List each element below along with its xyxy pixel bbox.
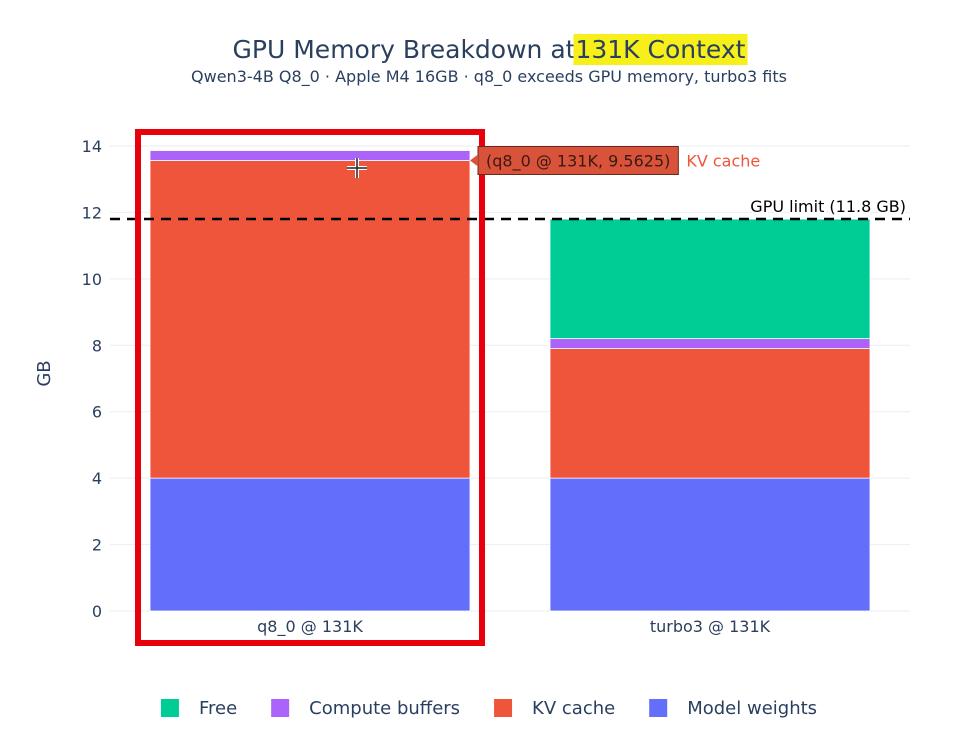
y-tick-label: 12 <box>82 203 102 222</box>
legend-label: Model weights <box>687 698 817 719</box>
tooltip-series-label: KV cache <box>686 151 760 170</box>
y-tick-label: 10 <box>82 270 102 289</box>
bar-kv-cache[interactable] <box>149 160 471 479</box>
title-highlight-marker <box>573 34 748 65</box>
bar-compute-buffers[interactable] <box>149 150 471 161</box>
legend-swatch[interactable] <box>271 699 290 717</box>
crosshair-cursor-icon-stroke <box>347 158 367 178</box>
y-tick-label: 0 <box>92 602 102 621</box>
chart-title-highlight: 131K Context <box>575 35 745 64</box>
y-tick-label: 14 <box>82 137 102 156</box>
legend-swatch[interactable] <box>160 699 179 717</box>
y-tick-label: 8 <box>92 336 102 355</box>
x-tick-label: q8_0 @ 131K <box>257 617 363 637</box>
y-axis-label: GB <box>34 360 55 386</box>
bar-model-weights[interactable] <box>549 477 871 612</box>
chart-subtitle: Qwen3-4B Q8_0 · Apple M4 16GB · q8_0 exc… <box>191 67 787 87</box>
gpu-limit-label: GPU limit (11.8 GB) <box>750 197 906 216</box>
x-tick-label: turbo3 @ 131K <box>650 617 771 636</box>
tooltip-text: (q8_0 @ 131K, 9.5625) <box>486 151 670 171</box>
legend-swatch[interactable] <box>494 699 513 717</box>
y-tick-label: 4 <box>92 469 102 488</box>
tooltip-box <box>477 145 679 175</box>
highlight-box <box>135 129 485 646</box>
bar-compute-buffers[interactable] <box>549 338 871 349</box>
chart-title: GPU Memory Breakdown at <box>233 35 576 64</box>
legend-label: KV cache <box>532 698 615 719</box>
legend-swatch[interactable] <box>649 699 668 717</box>
bar-free[interactable] <box>549 218 871 340</box>
bar-model-weights[interactable] <box>149 477 471 612</box>
legend-label: Free <box>199 698 237 719</box>
y-tick-label: 2 <box>92 536 102 555</box>
tooltip-pointer <box>470 154 478 167</box>
bar-kv-cache[interactable] <box>549 348 871 479</box>
y-tick-label: 6 <box>92 403 102 422</box>
legend-label: Compute buffers <box>309 698 460 719</box>
